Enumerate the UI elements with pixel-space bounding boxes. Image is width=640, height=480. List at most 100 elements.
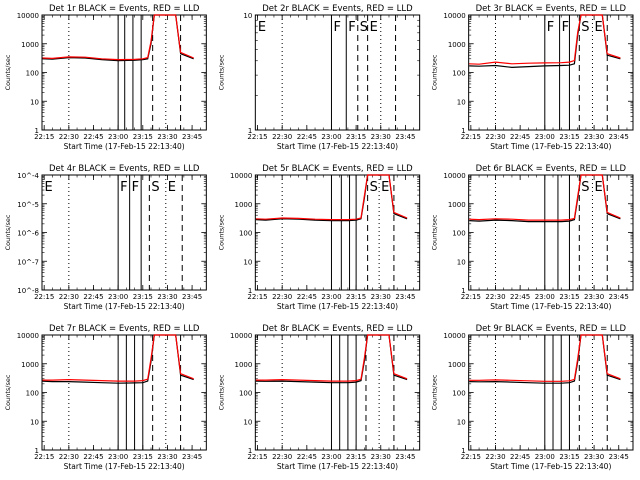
x-tick-label: 22:15 <box>461 453 481 461</box>
x-tick-label: 22:15 <box>34 133 54 141</box>
y-tick-label: 10000 <box>230 332 252 340</box>
x-tick-label: 23:45 <box>395 293 415 301</box>
x-tick-label: 23:30 <box>584 293 604 301</box>
plot-frame <box>254 334 421 451</box>
y-tick-label: 10^-8 <box>17 287 39 295</box>
marker-label: F <box>132 180 139 195</box>
x-tick-label: 22:45 <box>83 453 103 461</box>
y-tick-label: 10 <box>243 12 252 20</box>
x-tick-label: 22:15 <box>247 453 267 461</box>
y-tick-label: 10 <box>457 418 466 426</box>
x-tick-label: 22:15 <box>34 453 54 461</box>
y-tick-label: 1 <box>35 447 39 455</box>
y-tick-label: 1 <box>461 127 465 135</box>
y-tick-label: 1 <box>248 287 252 295</box>
y-tick-label: 10000 <box>443 332 465 340</box>
x-tick-label: 23:30 <box>584 133 604 141</box>
y-tick-label: 100 <box>26 390 39 398</box>
y-tick-label: 1000 <box>448 201 466 209</box>
y-axis-label: Counts/sec <box>217 54 225 90</box>
x-tick-label: 22:15 <box>247 293 267 301</box>
chart-panel-3: Det 3r BLACK = Events, RED = LLD 1 10 100 10… <box>431 4 634 151</box>
x-tick-label: 23:15 <box>133 453 153 461</box>
y-tick-label: 1 <box>35 127 39 135</box>
chart-panel-7: Det 7r BLACK = Events, RED = LLD 1 10 100 10… <box>4 324 207 471</box>
y-tick-label: 100 <box>452 390 465 398</box>
x-tick-label: 22:15 <box>34 293 54 301</box>
x-tick-label: 23:15 <box>346 133 366 141</box>
chart-panel-9: Det 9r BLACK = Events, RED = LLD 1 10 100 10… <box>431 324 634 471</box>
marker-label: F <box>120 180 127 195</box>
x-tick-label: 23:00 <box>535 453 555 461</box>
x-tick-label: 22:45 <box>83 133 103 141</box>
plot-frame <box>41 14 207 131</box>
chart-panel-8: Det 8r BLACK = Events, RED = LLD 1 10 100 10… <box>217 324 421 471</box>
y-axis-label: Counts/sec <box>217 214 225 250</box>
x-tick-label: 23:00 <box>108 133 128 141</box>
x-tick-label: 23:00 <box>321 293 341 301</box>
y-tick-label: 100 <box>26 70 39 78</box>
chart-panel-6: Det 6r BLACK = Events, RED = LLD 1 10 100 10… <box>431 164 634 311</box>
marker-label: F <box>547 20 554 35</box>
x-tick-label: 23:30 <box>157 133 177 141</box>
x-axis-label: Start Time (17-Feb-15 22:13:40) <box>490 302 611 311</box>
x-axis-label: Start Time (17-Feb-15 22:13:40) <box>490 462 611 471</box>
marker-label: S <box>581 20 589 35</box>
y-tick-label: 10000 <box>230 172 252 180</box>
x-tick-label: 22:45 <box>510 453 530 461</box>
x-tick-label: 23:45 <box>609 133 629 141</box>
y-tick-label: 10 <box>457 258 466 266</box>
y-tick-label: 10 <box>243 258 252 266</box>
y-tick-label: 10000 <box>17 12 39 20</box>
x-tick-label: 22:30 <box>272 453 292 461</box>
marker-label: E <box>258 20 266 35</box>
marker-label: F <box>348 20 355 35</box>
x-tick-label: 23:45 <box>609 453 629 461</box>
marker-label: S <box>360 20 368 35</box>
y-axis-label: Counts/sec <box>4 54 12 90</box>
x-tick-label: 23:00 <box>108 293 128 301</box>
chart-title: Det 9r BLACK = Events, RED = LLD <box>476 324 627 334</box>
x-tick-label: 23:30 <box>157 293 177 301</box>
y-axis-label: Counts/sec <box>431 54 439 90</box>
x-axis-label: Start Time (17-Feb-15 22:13:40) <box>277 142 398 151</box>
x-axis-label: Start Time (17-Feb-15 22:13:40) <box>64 462 185 471</box>
y-tick-label: 100 <box>452 230 465 238</box>
marker-label: E <box>594 180 602 195</box>
y-tick-label: 1000 <box>21 361 39 369</box>
y-tick-label: 10000 <box>17 332 39 340</box>
marker-label: S <box>151 180 159 195</box>
x-axis-label: Start Time (17-Feb-15 22:13:40) <box>277 462 398 471</box>
marker-label: F <box>562 20 569 35</box>
x-tick-label: 23:45 <box>182 293 202 301</box>
chart-title: Det 3r BLACK = Events, RED = LLD <box>476 4 627 14</box>
x-tick-label: 23:45 <box>395 133 415 141</box>
x-tick-label: 22:30 <box>272 293 292 301</box>
x-tick-label: 23:45 <box>395 453 415 461</box>
y-tick-label: 1 <box>248 127 252 135</box>
y-tick-label: 10^-5 <box>17 201 39 209</box>
x-tick-label: 23:30 <box>371 293 391 301</box>
x-tick-label: 23:00 <box>321 133 341 141</box>
marker-label: S <box>370 180 378 195</box>
chart-title: Det 8r BLACK = Events, RED = LLD <box>262 324 413 334</box>
x-tick-label: 23:00 <box>321 453 341 461</box>
x-tick-label: 23:15 <box>133 133 153 141</box>
lld-rate-line <box>42 334 194 382</box>
y-axis-label: Counts/sec <box>4 374 12 410</box>
y-tick-label: 10 <box>30 98 39 106</box>
lld-rate-line <box>42 14 194 61</box>
chart-title: Det 4r BLACK = Events, RED = LLD <box>49 164 200 174</box>
y-tick-label: 10000 <box>443 12 465 20</box>
plot-frame <box>41 334 207 451</box>
x-tick-label: 22:45 <box>297 453 317 461</box>
x-tick-label: 23:15 <box>559 293 579 301</box>
chart-title: Det 5r BLACK = Events, RED = LLD <box>262 164 413 174</box>
x-tick-label: 23:00 <box>535 133 555 141</box>
x-tick-label: 23:15 <box>346 453 366 461</box>
x-tick-label: 23:45 <box>182 453 202 461</box>
y-tick-label: 10000 <box>443 172 465 180</box>
plot-frame <box>468 334 634 451</box>
y-tick-label: 10^-4 <box>17 172 39 180</box>
